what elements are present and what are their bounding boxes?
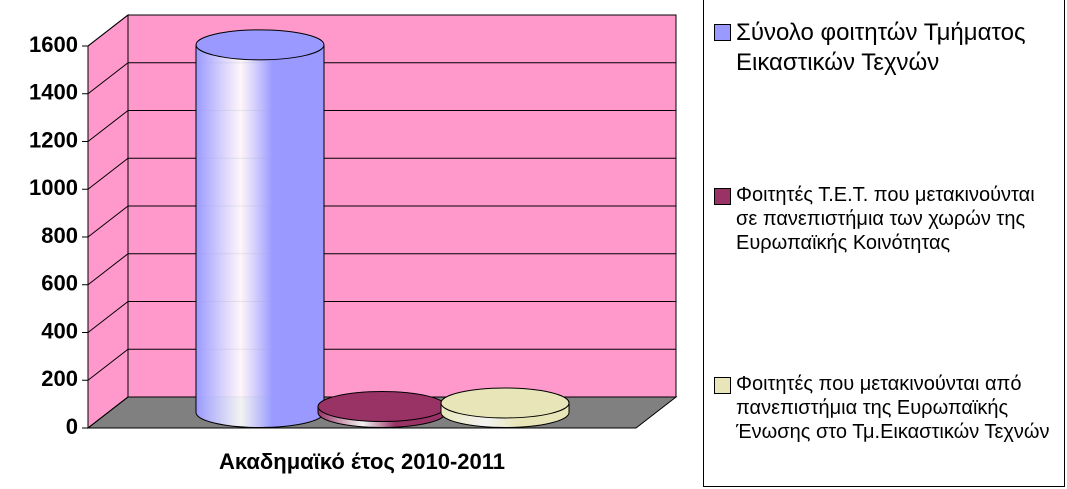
y-tick-label: 1200 [29, 127, 78, 152]
cylinder-top [440, 387, 570, 419]
cylinder-top [317, 391, 447, 423]
legend-label: Σύνολο φοιτητών Τμήματος Εικαστικών Τεχν… [736, 19, 1026, 76]
grid-line [87, 301, 129, 333]
legend-label: Φοιτητές που μετακινούνται από πανεπιστή… [736, 373, 1050, 443]
legend-swatch [714, 377, 731, 394]
y-tick-label: 1600 [29, 32, 78, 57]
grid-line [87, 157, 129, 190]
y-tick-label: 0 [66, 414, 78, 439]
cylinder [317, 391, 447, 428]
chart: 0 200 400 600 800 1000 1200 1400 1600 Ακαδημαϊκό … [29, 13, 678, 474]
y-tick-label: 1000 [29, 175, 78, 200]
grid-line [87, 396, 129, 429]
cylinder-top [195, 29, 325, 61]
grid-line [87, 253, 129, 286]
legend: Σύνολο φοιτητών Τμήματος Εικαστικών Τεχν… [703, 0, 1065, 487]
cylinder [195, 29, 325, 428]
legend-entry: Σύνολο φοιτητών Τμήματος Εικαστικών Τεχν… [714, 18, 1046, 78]
y-tick-label: 600 [41, 271, 78, 296]
legend-swatch [714, 24, 731, 41]
grid-line [87, 110, 129, 142]
y-tick-label: 1400 [29, 80, 78, 105]
grid-line [87, 348, 129, 381]
grid-line [87, 205, 129, 238]
cylinder [440, 387, 570, 428]
grid-line [87, 14, 129, 47]
y-tick-label: 400 [41, 318, 78, 343]
grid-line [87, 62, 129, 95]
legend-entry: Φοιτητές που μετακινούνται από πανεπιστή… [714, 372, 1056, 444]
cylinder-body [195, 44, 325, 428]
x-tick-label: Ακαδημαϊκό έτος 2010-2011 [219, 449, 505, 474]
legend-swatch [714, 188, 731, 205]
legend-label: Φοιτητές Τ.Ε.Τ. που μετακινούνται σε παν… [736, 184, 1035, 254]
legend-entry: Φοιτητές Τ.Ε.Τ. που μετακινούνται σε παν… [714, 183, 1056, 255]
y-tick-label: 200 [41, 366, 78, 391]
y-tick-label: 800 [41, 223, 78, 248]
